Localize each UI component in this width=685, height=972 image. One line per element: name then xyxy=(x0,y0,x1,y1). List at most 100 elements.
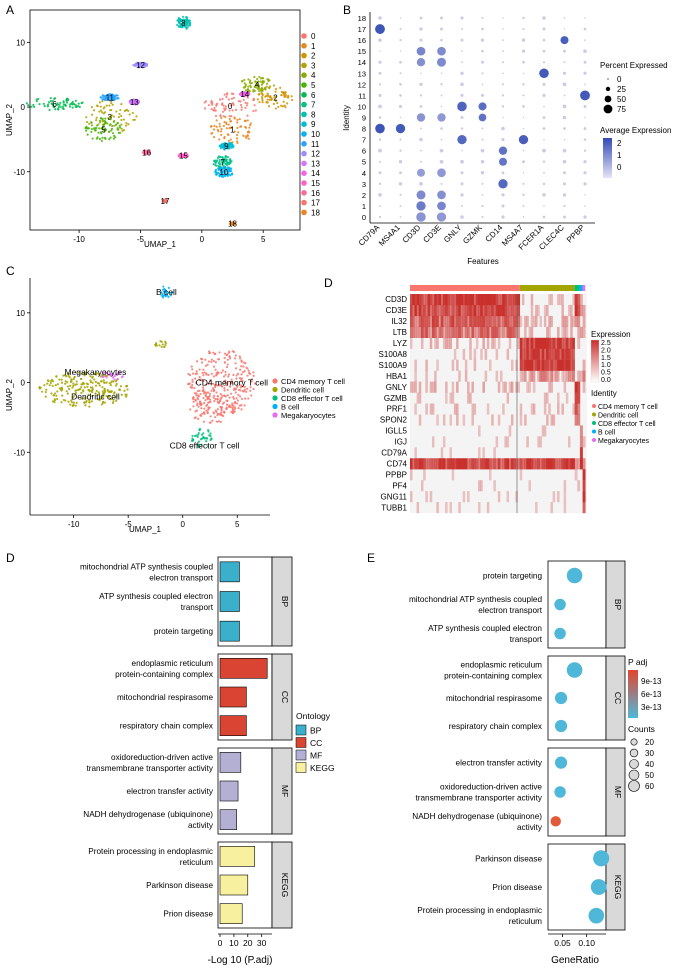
dot-small xyxy=(501,94,505,97)
enrich-dot-MF-0 xyxy=(554,756,568,769)
counts-value: 40 xyxy=(645,760,654,769)
dot-small xyxy=(542,49,546,53)
heatmap-cell xyxy=(462,315,466,328)
heatmap-group-bar xyxy=(579,285,583,291)
umap-c-point xyxy=(208,398,212,401)
term-label: mitochondrial respirasome xyxy=(117,693,213,702)
legend-pct-title: Percent Expressed xyxy=(600,61,668,70)
term-line: endoplasmic reticulum xyxy=(132,659,214,668)
umap-a-point xyxy=(143,63,146,66)
identity-label: 9 xyxy=(362,114,366,123)
heatmap-cell xyxy=(449,502,453,514)
dot-small xyxy=(562,71,567,75)
heatmap-cell xyxy=(524,359,527,371)
heatmap-cell xyxy=(478,458,481,470)
heatmap-cell xyxy=(416,502,420,514)
umap-c-point xyxy=(233,402,236,405)
umap-c-point xyxy=(224,395,227,398)
dot-small xyxy=(522,160,525,164)
umap-c-point xyxy=(50,392,53,395)
dot-small xyxy=(399,171,402,175)
heatmap-cell xyxy=(530,315,534,328)
umap-a-point xyxy=(76,105,80,108)
umap-a-point xyxy=(113,134,116,137)
heatmap-cell xyxy=(546,304,549,317)
heatmap-cell xyxy=(442,304,446,317)
umap-c-point xyxy=(242,365,245,368)
identity-label: 0 xyxy=(362,213,366,222)
heatmap-cell xyxy=(480,348,483,360)
dot-small xyxy=(379,50,381,52)
x-tick-label: 0 xyxy=(200,235,205,244)
umap-a-point xyxy=(266,98,269,101)
umap-a-point xyxy=(104,120,107,123)
heatmap-cell xyxy=(506,294,510,306)
gene-label: PPBP xyxy=(386,470,407,479)
heatmap-cell xyxy=(473,403,477,415)
identity-name: Megakaryocytes xyxy=(598,438,649,445)
umap-a-point xyxy=(127,123,130,126)
heatmap-cell xyxy=(480,458,483,470)
dot-small xyxy=(460,127,464,130)
heatmap-cell xyxy=(530,370,534,382)
dot-small xyxy=(419,105,423,108)
umap-c-point xyxy=(112,400,115,403)
heatmap-cells xyxy=(410,294,586,514)
heatmap-cell xyxy=(524,370,527,382)
heatmap-cell xyxy=(502,294,505,306)
cluster-label: 16 xyxy=(142,148,151,157)
dot-small xyxy=(460,215,464,219)
ontology-swatch-MF xyxy=(295,749,307,761)
cluster-label: 6 xyxy=(52,100,57,109)
heatmap-cell xyxy=(456,458,459,470)
heatmap-cell xyxy=(572,337,575,349)
umap-c-point xyxy=(56,390,59,393)
umap-a-point xyxy=(95,116,98,119)
umap-c-point xyxy=(214,416,217,419)
umap-a-point xyxy=(280,94,283,97)
panel-label-e: E xyxy=(367,551,375,565)
heatmap-cell xyxy=(425,403,428,415)
ontology-legend-title: Ontology xyxy=(296,711,331,721)
dot-small xyxy=(562,148,567,153)
heatmap-cell xyxy=(414,447,417,459)
expression-tick: 1.0 xyxy=(601,362,611,369)
umap-c-point xyxy=(206,391,210,394)
heatmap-cell xyxy=(416,392,420,404)
heatmap-cell xyxy=(453,326,457,338)
heatmap-cell xyxy=(506,436,510,448)
legend-a-swatch xyxy=(301,111,307,118)
umap-c-point xyxy=(203,407,206,410)
umap-c-point xyxy=(75,380,78,383)
heatmap-cell xyxy=(515,458,518,470)
heatmap-cell xyxy=(493,326,496,338)
term-line: respiratory chain complex xyxy=(449,722,542,731)
dot-small xyxy=(399,50,402,52)
x-tick-label: -10 xyxy=(73,235,85,244)
legend-a-swatch xyxy=(301,199,307,206)
heatmap-cell xyxy=(447,304,450,317)
heatmap-cell xyxy=(543,304,547,317)
dot-small xyxy=(419,82,423,86)
dot-small xyxy=(543,138,545,141)
umap-a-point xyxy=(283,104,286,107)
bar-BP-1 xyxy=(219,591,240,612)
dot-small xyxy=(563,94,566,97)
umap-a-point xyxy=(80,101,83,105)
heatmap-cell xyxy=(420,480,424,492)
term-line: reticulum xyxy=(509,917,542,926)
umap-a-point xyxy=(218,175,221,178)
umap-c-point xyxy=(221,394,224,397)
heatmap-cell xyxy=(557,370,560,382)
heatmap-cell xyxy=(412,315,415,328)
term-line: NADH dehydrogenase (ubiquinone) xyxy=(83,810,213,819)
umap-a-point xyxy=(233,130,236,133)
ontology-legend-label: CC xyxy=(310,738,322,748)
heatmap-cell xyxy=(513,304,516,317)
umap-a-point xyxy=(230,160,233,163)
heatmap-cell xyxy=(565,370,569,382)
bar-CC-2 xyxy=(219,715,247,736)
umap-c-point xyxy=(234,357,237,360)
dot-small xyxy=(584,17,586,19)
dot-small xyxy=(481,60,484,64)
